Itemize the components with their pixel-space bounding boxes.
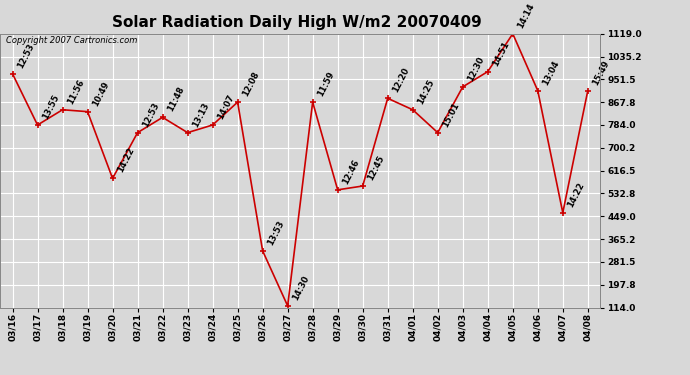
Text: 12:08: 12:08 — [241, 70, 261, 98]
Text: 13:53: 13:53 — [266, 219, 286, 247]
Text: 12:46: 12:46 — [341, 158, 361, 186]
Text: 14:22: 14:22 — [115, 146, 136, 174]
Text: 12:45: 12:45 — [366, 154, 386, 182]
Text: 12:53: 12:53 — [141, 100, 161, 129]
Text: 14:07: 14:07 — [215, 93, 236, 121]
Text: 12:20: 12:20 — [391, 66, 411, 94]
Text: 14:22: 14:22 — [566, 181, 586, 209]
Text: Solar Radiation Daily High W/m2 20070409: Solar Radiation Daily High W/m2 20070409 — [112, 15, 482, 30]
Text: 14:51: 14:51 — [491, 39, 511, 68]
Text: 13:55: 13:55 — [41, 93, 61, 121]
Text: 13:04: 13:04 — [541, 59, 561, 87]
Text: 11:56: 11:56 — [66, 78, 86, 106]
Text: 15:01: 15:01 — [441, 100, 461, 129]
Text: 14:14: 14:14 — [515, 2, 536, 30]
Text: 14:25: 14:25 — [415, 78, 436, 106]
Text: 15:49: 15:49 — [591, 58, 611, 87]
Text: 11:48: 11:48 — [166, 86, 186, 113]
Text: 11:59: 11:59 — [315, 70, 336, 98]
Text: 12:53: 12:53 — [15, 42, 36, 70]
Text: 12:30: 12:30 — [466, 55, 486, 83]
Text: 10:49: 10:49 — [90, 80, 110, 108]
Text: Copyright 2007 Cartronics.com: Copyright 2007 Cartronics.com — [6, 36, 137, 45]
Text: 14:30: 14:30 — [290, 274, 310, 302]
Text: 13:13: 13:13 — [190, 101, 210, 129]
